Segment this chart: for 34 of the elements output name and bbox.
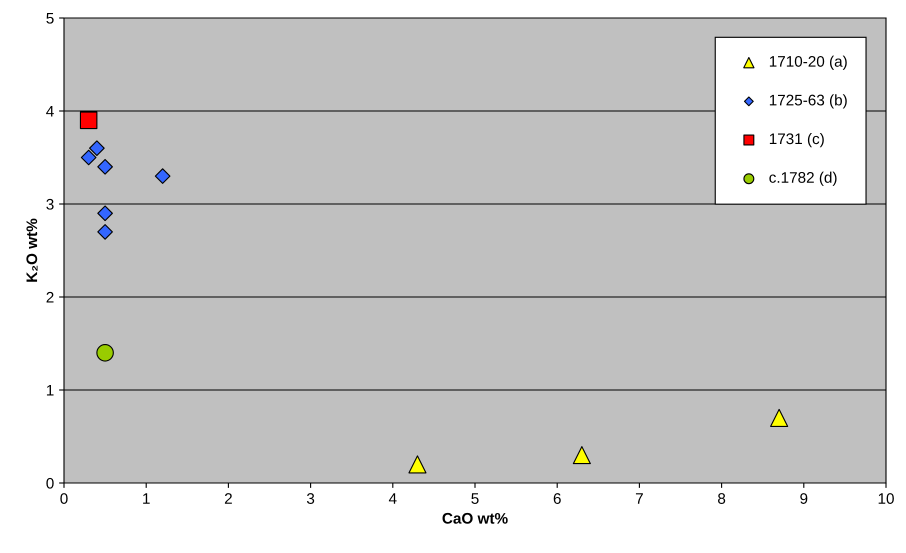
x-tick-label: 8	[718, 493, 726, 504]
point	[408, 455, 427, 474]
point	[97, 205, 113, 222]
y-tick-label: 2	[46, 292, 54, 303]
x-tick-label: 3	[306, 493, 314, 504]
x-tick-label: 10	[878, 493, 894, 504]
y-tick-label: 1	[46, 385, 54, 396]
legend-label: c.1782 (d)	[769, 172, 837, 186]
y-tick-label: 3	[46, 198, 54, 210]
legend-label: 1725-63 (b)	[770, 94, 847, 109]
point	[572, 446, 591, 464]
legend-label: 1710-20 (a)	[770, 56, 847, 70]
y-tick-label: 4	[46, 106, 54, 117]
point	[89, 140, 105, 156]
y-axis-title: K₂O wt%	[26, 218, 38, 282]
point	[97, 158, 113, 175]
x-tick-label: 1	[143, 493, 150, 504]
point	[97, 224, 113, 240]
x-tick-label: 7	[636, 493, 643, 504]
x-tick-label: 6	[554, 493, 561, 504]
point	[96, 344, 114, 362]
x-tick-label: 0	[60, 493, 68, 504]
point	[770, 408, 788, 427]
point	[80, 112, 98, 130]
point	[154, 168, 170, 184]
x-axis-title: CaO wt%	[442, 512, 508, 524]
legend-label: 1731 (c)	[770, 132, 824, 148]
x-tick-label: 2	[224, 493, 232, 504]
x-tick-label: 4	[388, 493, 397, 504]
point	[80, 150, 96, 166]
x-tick-label: 5	[471, 493, 479, 504]
y-tick-label: 5	[46, 13, 54, 24]
x-tick-label: 9	[800, 493, 808, 504]
y-tick-label: 0	[46, 478, 54, 489]
